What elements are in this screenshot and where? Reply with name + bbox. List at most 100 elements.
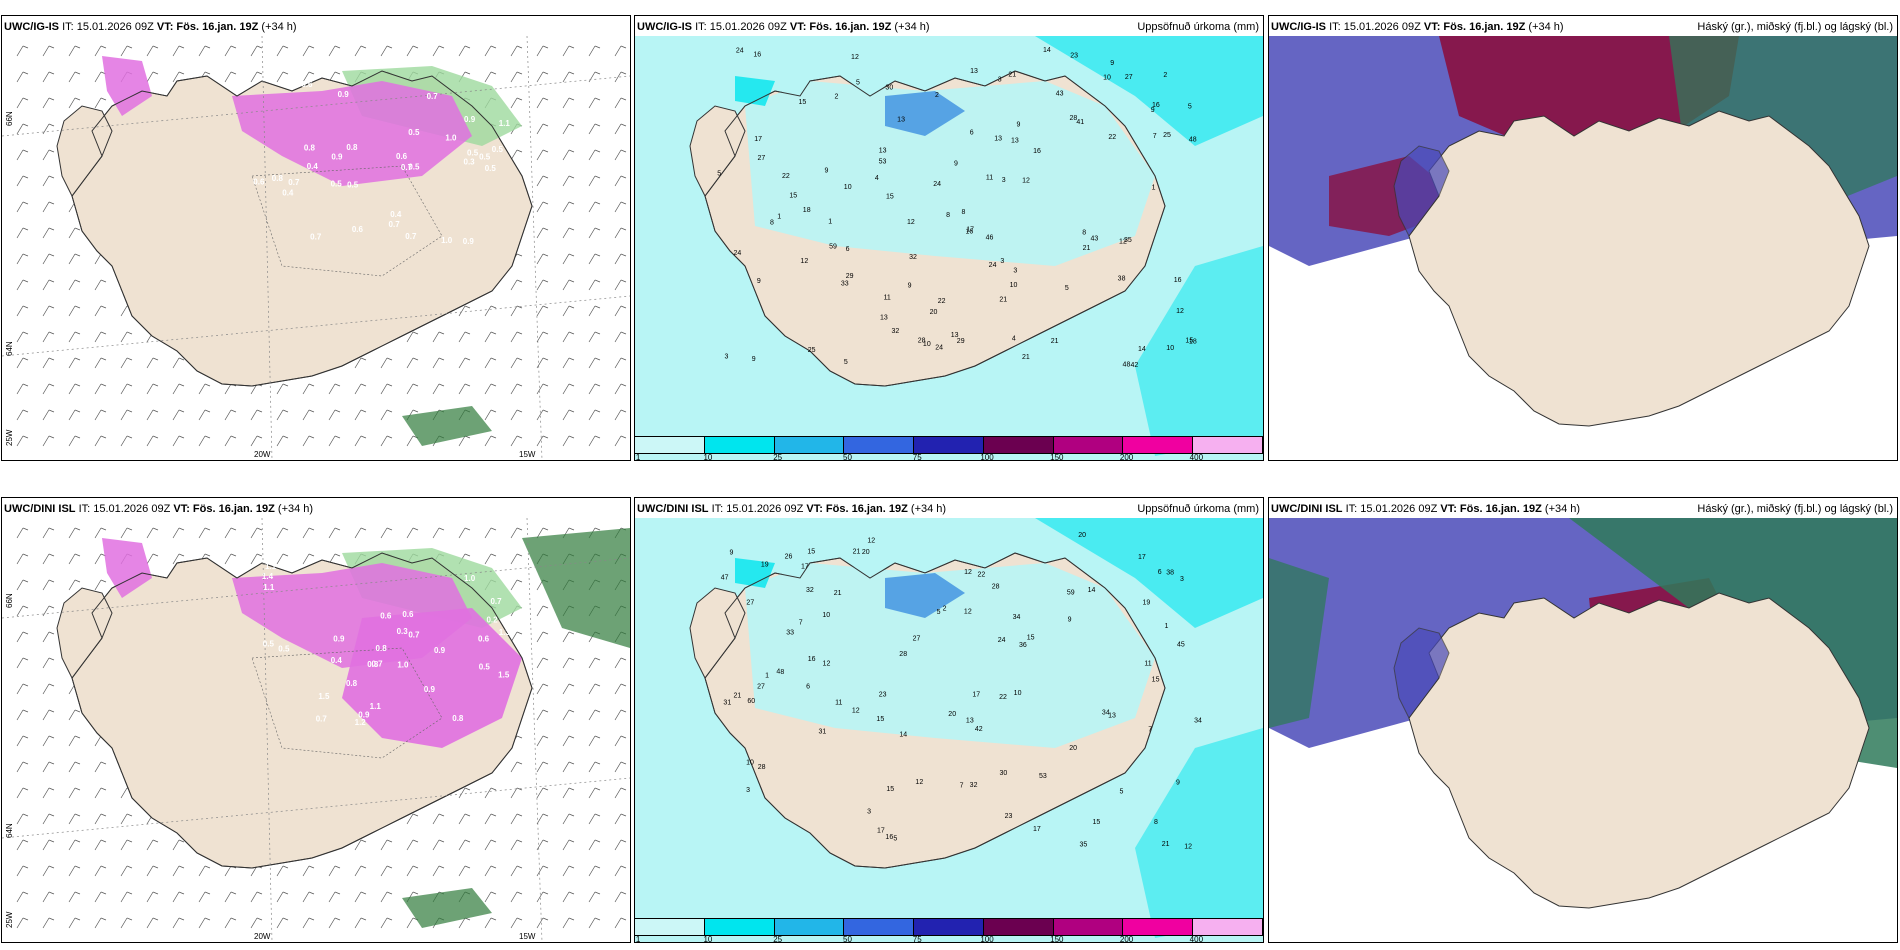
model-name: UWC/DINI ISL — [4, 503, 76, 515]
precip-value-label: 43 — [1056, 91, 1064, 98]
precip-value-label: 12 — [1119, 238, 1127, 245]
lead-time: (+34 h) — [277, 503, 314, 515]
precip-value-label: 25 — [808, 347, 816, 354]
colorbar-swatch — [1123, 919, 1194, 935]
longitude-label: 20W — [254, 450, 271, 459]
precip-value-label: 6 — [806, 684, 810, 691]
wind-value-label: 0.8 — [304, 144, 316, 153]
precip-colorbar: 1 10 25 50 75 100 150 200 400 — [635, 436, 1263, 460]
precip-value-label: 12 — [1184, 843, 1192, 850]
latitude-label: 25W — [5, 911, 14, 928]
precip-value-label: 13 — [966, 718, 974, 725]
wind-value-label: 1.1 — [499, 119, 511, 128]
precip-value-label: 32 — [909, 254, 917, 261]
precip-value-label: 59 — [829, 243, 837, 250]
precip-value-label: 12 — [915, 779, 923, 786]
valid-time: VT: Fös. 16.jan. 19Z — [156, 21, 259, 33]
wind-value-label: 1.2 — [355, 718, 367, 727]
precip-value-label: 8 — [962, 209, 966, 216]
precip-value-label: 7 — [799, 619, 803, 626]
precip-value-label: 28 — [918, 337, 926, 344]
precip-value-label: 34 — [1194, 718, 1202, 725]
precip-value-label: 33 — [786, 630, 794, 637]
precip-value-label: 16 — [965, 228, 973, 235]
precip-value-label: 22 — [999, 694, 1007, 701]
colorbar-label: 200 — [1119, 935, 1134, 943]
precip-value-label: 14 — [1043, 47, 1051, 54]
precip-value-label: 16 — [808, 656, 816, 663]
wind-value-label: 0.6 — [253, 178, 265, 187]
precip-value-label: 53 — [879, 158, 887, 165]
wind-value-label: 0.7 — [389, 220, 401, 229]
precip-value-label: 15 — [886, 786, 894, 793]
precip-value-label: 21 — [1022, 354, 1030, 361]
wind-value-label: 1.3 — [499, 628, 511, 637]
wind-value-label: 0.9 — [434, 646, 446, 655]
wind-value-label: 0.6 — [352, 225, 364, 234]
precip-value-label: 9 — [752, 356, 756, 363]
colorbar-label: 50 — [843, 453, 852, 461]
colorbar-swatch — [1123, 437, 1194, 453]
precip-value-label: 13 — [897, 116, 905, 123]
wind-value-label: 0.7 — [371, 660, 383, 669]
wind-value-label: 0.5 — [492, 145, 504, 154]
precip-value-label: 20 — [930, 309, 938, 316]
wind-value-label: 0.8 — [272, 174, 284, 183]
colorbar-label: 400 — [1189, 453, 1204, 461]
colorbar-swatch — [914, 437, 984, 453]
precip-value-label: 6 — [1158, 569, 1162, 576]
valid-time: VT: Fös. 16.jan. 19Z — [789, 21, 892, 33]
precip-value-label: 15 — [798, 99, 806, 106]
colorbar-swatch — [774, 437, 845, 453]
latitude-label: 25W — [5, 429, 14, 446]
precip-value-label: 13 — [970, 68, 978, 75]
lead-time: (+34 h) — [1544, 503, 1581, 515]
precip-value-label: 15 — [789, 193, 797, 200]
wind-value-label: 0.5 — [331, 179, 343, 188]
map-canvas: 0.60.70.80.90.50.60.81.10.70.50.30.60.70… — [2, 36, 630, 460]
wind-value-label: 0.5 — [278, 645, 290, 654]
wind-value-label: 0.9 — [358, 711, 370, 720]
wind-value-label: 0.9 — [338, 90, 350, 99]
map-canvas — [1269, 518, 1897, 942]
precip-value-label: 15 — [886, 193, 894, 200]
precip-value-label: 9 — [729, 550, 733, 557]
wind-value-label: 0.9 — [333, 634, 345, 643]
precip-value-label: 45 — [1177, 642, 1185, 649]
wind-value-label: 1.1 — [263, 583, 275, 592]
wind-value-label: 1.0 — [397, 661, 409, 670]
precip-value-label: 29 — [957, 338, 965, 345]
map-canvas: 1.00.70.50.70.80.91.11.21.50.60.80.91.11… — [2, 518, 630, 942]
precip-value-label: 23 — [879, 691, 887, 698]
precip-value-label: 53 — [1039, 773, 1047, 780]
precip-value-label: 30 — [1000, 770, 1008, 777]
wind-value-label: 0.6 — [402, 610, 414, 619]
map-panel-precip-0: UWC/IG-IS IT: 15.01.2026 09Z VT: Fös. 16… — [634, 15, 1264, 461]
panel-header: UWC/DINI ISL IT: 15.01.2026 09Z VT: Fös.… — [4, 500, 628, 518]
colorbar-swatch — [704, 437, 775, 453]
wind-value-label: 1.0 — [464, 574, 476, 583]
precip-value-label: 21 — [1051, 338, 1059, 345]
precip-value-label: 10 — [923, 341, 931, 348]
wind-value-label: 0.5 — [408, 128, 420, 137]
precip-value-label: 22 — [1108, 134, 1116, 141]
precip-value-label: 5 — [1119, 788, 1123, 795]
precip-value-label: 21 — [1162, 841, 1170, 848]
precip-value-label: 4 — [875, 175, 879, 182]
precip-value-label: 10 — [746, 760, 754, 767]
colorbar-swatch — [1053, 437, 1124, 453]
wind-value-label: 0.9 — [424, 685, 436, 694]
panel-right-title: Háský (gr.), miðský (fj.bl.) og lágský (… — [1697, 21, 1893, 33]
model-name: UWC/DINI ISL — [1271, 503, 1343, 515]
precip-value-label: 9 — [1151, 107, 1155, 114]
wind-value-label: 1.5 — [498, 670, 510, 679]
precip-value-label: 6 — [846, 246, 850, 253]
precip-value-label: 18 — [803, 207, 811, 214]
precip-value-label: 9 — [1110, 60, 1114, 67]
precip-value-label: 35 — [1079, 842, 1087, 849]
colorbar-swatch — [635, 437, 705, 453]
colorbar-swatch — [844, 919, 915, 935]
precip-value-label: 7 — [960, 783, 964, 790]
precip-value-label: 8 — [946, 212, 950, 219]
precip-value-label: 1 — [765, 673, 769, 680]
